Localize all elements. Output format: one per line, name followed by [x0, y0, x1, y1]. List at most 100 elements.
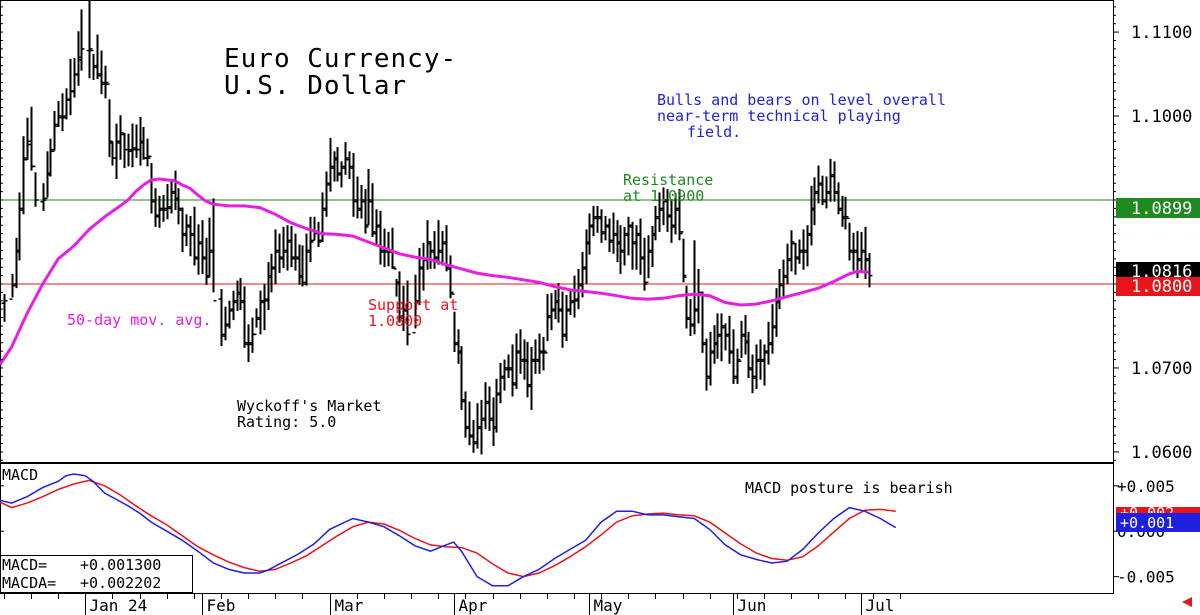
macd-readout-value: +0.001300 — [80, 556, 161, 574]
ohlc-bar — [47, 138, 54, 177]
ohlc-bar — [819, 175, 826, 206]
ohlc-bar — [28, 106, 35, 171]
ohlc-bar — [796, 239, 803, 264]
ohlc-bar — [633, 225, 640, 270]
ohlc-bar — [230, 290, 237, 321]
resistance-tag: 1.0899 — [1131, 199, 1192, 219]
ohlc-bar — [765, 321, 772, 365]
price-tick-label: 1.0700 — [1131, 359, 1192, 379]
ohlc-bar — [567, 290, 574, 316]
ohlc-bar — [179, 207, 186, 253]
ohlc-bar — [532, 339, 539, 374]
ohlc-bar — [404, 280, 411, 346]
ohlc-bar — [680, 231, 687, 283]
resistance-label-line-1: Resistance — [623, 171, 713, 189]
price-panel-frame — [0, 0, 1114, 463]
scroll-left-arrow-icon[interactable] — [1182, 597, 1192, 607]
ohlc-bar — [253, 308, 260, 336]
ohlc-bar — [804, 225, 811, 267]
ohlc-bar — [831, 161, 838, 202]
ohlc-bar — [113, 123, 120, 180]
ohlc-bar — [164, 184, 171, 220]
ohlc-bar — [342, 142, 349, 175]
ohlc-bar — [284, 225, 291, 271]
ohlc-bar — [726, 315, 733, 364]
ohlc-bar — [621, 226, 628, 266]
ohlc-bar — [610, 212, 617, 254]
ohlc-bar — [637, 218, 644, 275]
macd-tick-label: -0.005 — [1117, 568, 1175, 587]
ohlc-bar — [311, 216, 318, 242]
ohlc-bar — [1, 294, 8, 322]
ohlc-bar — [761, 344, 768, 386]
ohlc-bar — [276, 233, 283, 274]
ohlc-bar — [462, 391, 469, 438]
ohlc-bar — [769, 304, 776, 354]
macd-readout-label: MACD= — [2, 556, 47, 574]
ohlc-bar — [780, 259, 787, 300]
ohlc-bar — [237, 278, 244, 311]
ohlc-bar — [175, 188, 182, 225]
macd-tag: +0.001 — [1120, 514, 1174, 532]
ohlc-bar — [148, 155, 155, 214]
macd-title: MACD — [2, 466, 38, 484]
ohlc-bar — [24, 117, 31, 161]
ohlc-bar — [55, 100, 62, 127]
ohlc-bar — [98, 50, 105, 95]
ohlc-bar — [645, 235, 652, 284]
ohlc-bar — [482, 382, 489, 430]
ohlc-bar — [707, 331, 714, 386]
month-label: Jul — [866, 596, 895, 615]
ohlc-bar — [199, 220, 206, 274]
ohlc-bar — [78, 9, 85, 71]
ohlc-bar — [102, 65, 109, 99]
ohlc-bar — [334, 147, 341, 182]
ohlc-bar — [160, 194, 167, 222]
support-tag-bg — [1116, 277, 1200, 296]
commentary-line-2: near-term technical playing — [657, 107, 901, 125]
ohlc-bar — [676, 189, 683, 241]
ohlc-bar — [668, 199, 675, 243]
ohlc-bar — [509, 344, 516, 397]
ohlc-bar — [656, 192, 663, 232]
ohlc-bar — [513, 333, 520, 389]
ohlc-bar — [695, 268, 702, 324]
ohlc-bar — [800, 229, 807, 270]
ohlc-bar — [788, 230, 795, 272]
ohlc-bar — [292, 233, 299, 271]
ohlc-bar — [218, 289, 225, 347]
ohlc-bar — [20, 136, 27, 215]
ohlc-bar — [373, 209, 380, 247]
resistance-tag-bg — [1116, 198, 1200, 218]
ohlc-bar — [594, 205, 601, 233]
price-tick-label: 1.1000 — [1131, 107, 1192, 127]
ohlc-bar — [625, 216, 632, 256]
ohlc-bar — [718, 313, 725, 362]
ohlc-bar — [210, 198, 217, 302]
ohlc-bar — [862, 226, 869, 279]
ohlc-bar — [835, 182, 842, 215]
ohlc-bar — [738, 320, 745, 362]
ohlc-bar — [396, 271, 403, 323]
ohlc-bar — [606, 218, 613, 253]
price-axis: 1.1100 1.1000 1.0700 1.0600 — [0, 6, 1192, 463]
ohlc-bar — [67, 58, 74, 116]
ohlc-bar — [94, 34, 101, 80]
ohlc-bar — [377, 210, 384, 265]
commentary-line-1: Bulls and bears on level overall — [657, 91, 946, 109]
ohlc-bar — [559, 291, 566, 348]
month-label: Mar — [335, 596, 364, 615]
macd-line — [0, 473, 897, 587]
macd-tick-label: +0.005 — [1117, 477, 1175, 496]
ohlc-bar — [435, 220, 442, 265]
ohlc-bar — [757, 339, 764, 380]
month-label: Jun — [738, 596, 767, 615]
ohlc-bar — [664, 189, 671, 232]
ohlc-bar — [660, 187, 667, 226]
ohlc-bar — [431, 231, 438, 269]
ohlc-bar — [51, 111, 58, 153]
ohlc-bar — [536, 333, 543, 374]
ohlc-bar — [528, 346, 535, 410]
ohlc-bar — [222, 306, 229, 341]
ohlc-bar — [540, 336, 547, 371]
